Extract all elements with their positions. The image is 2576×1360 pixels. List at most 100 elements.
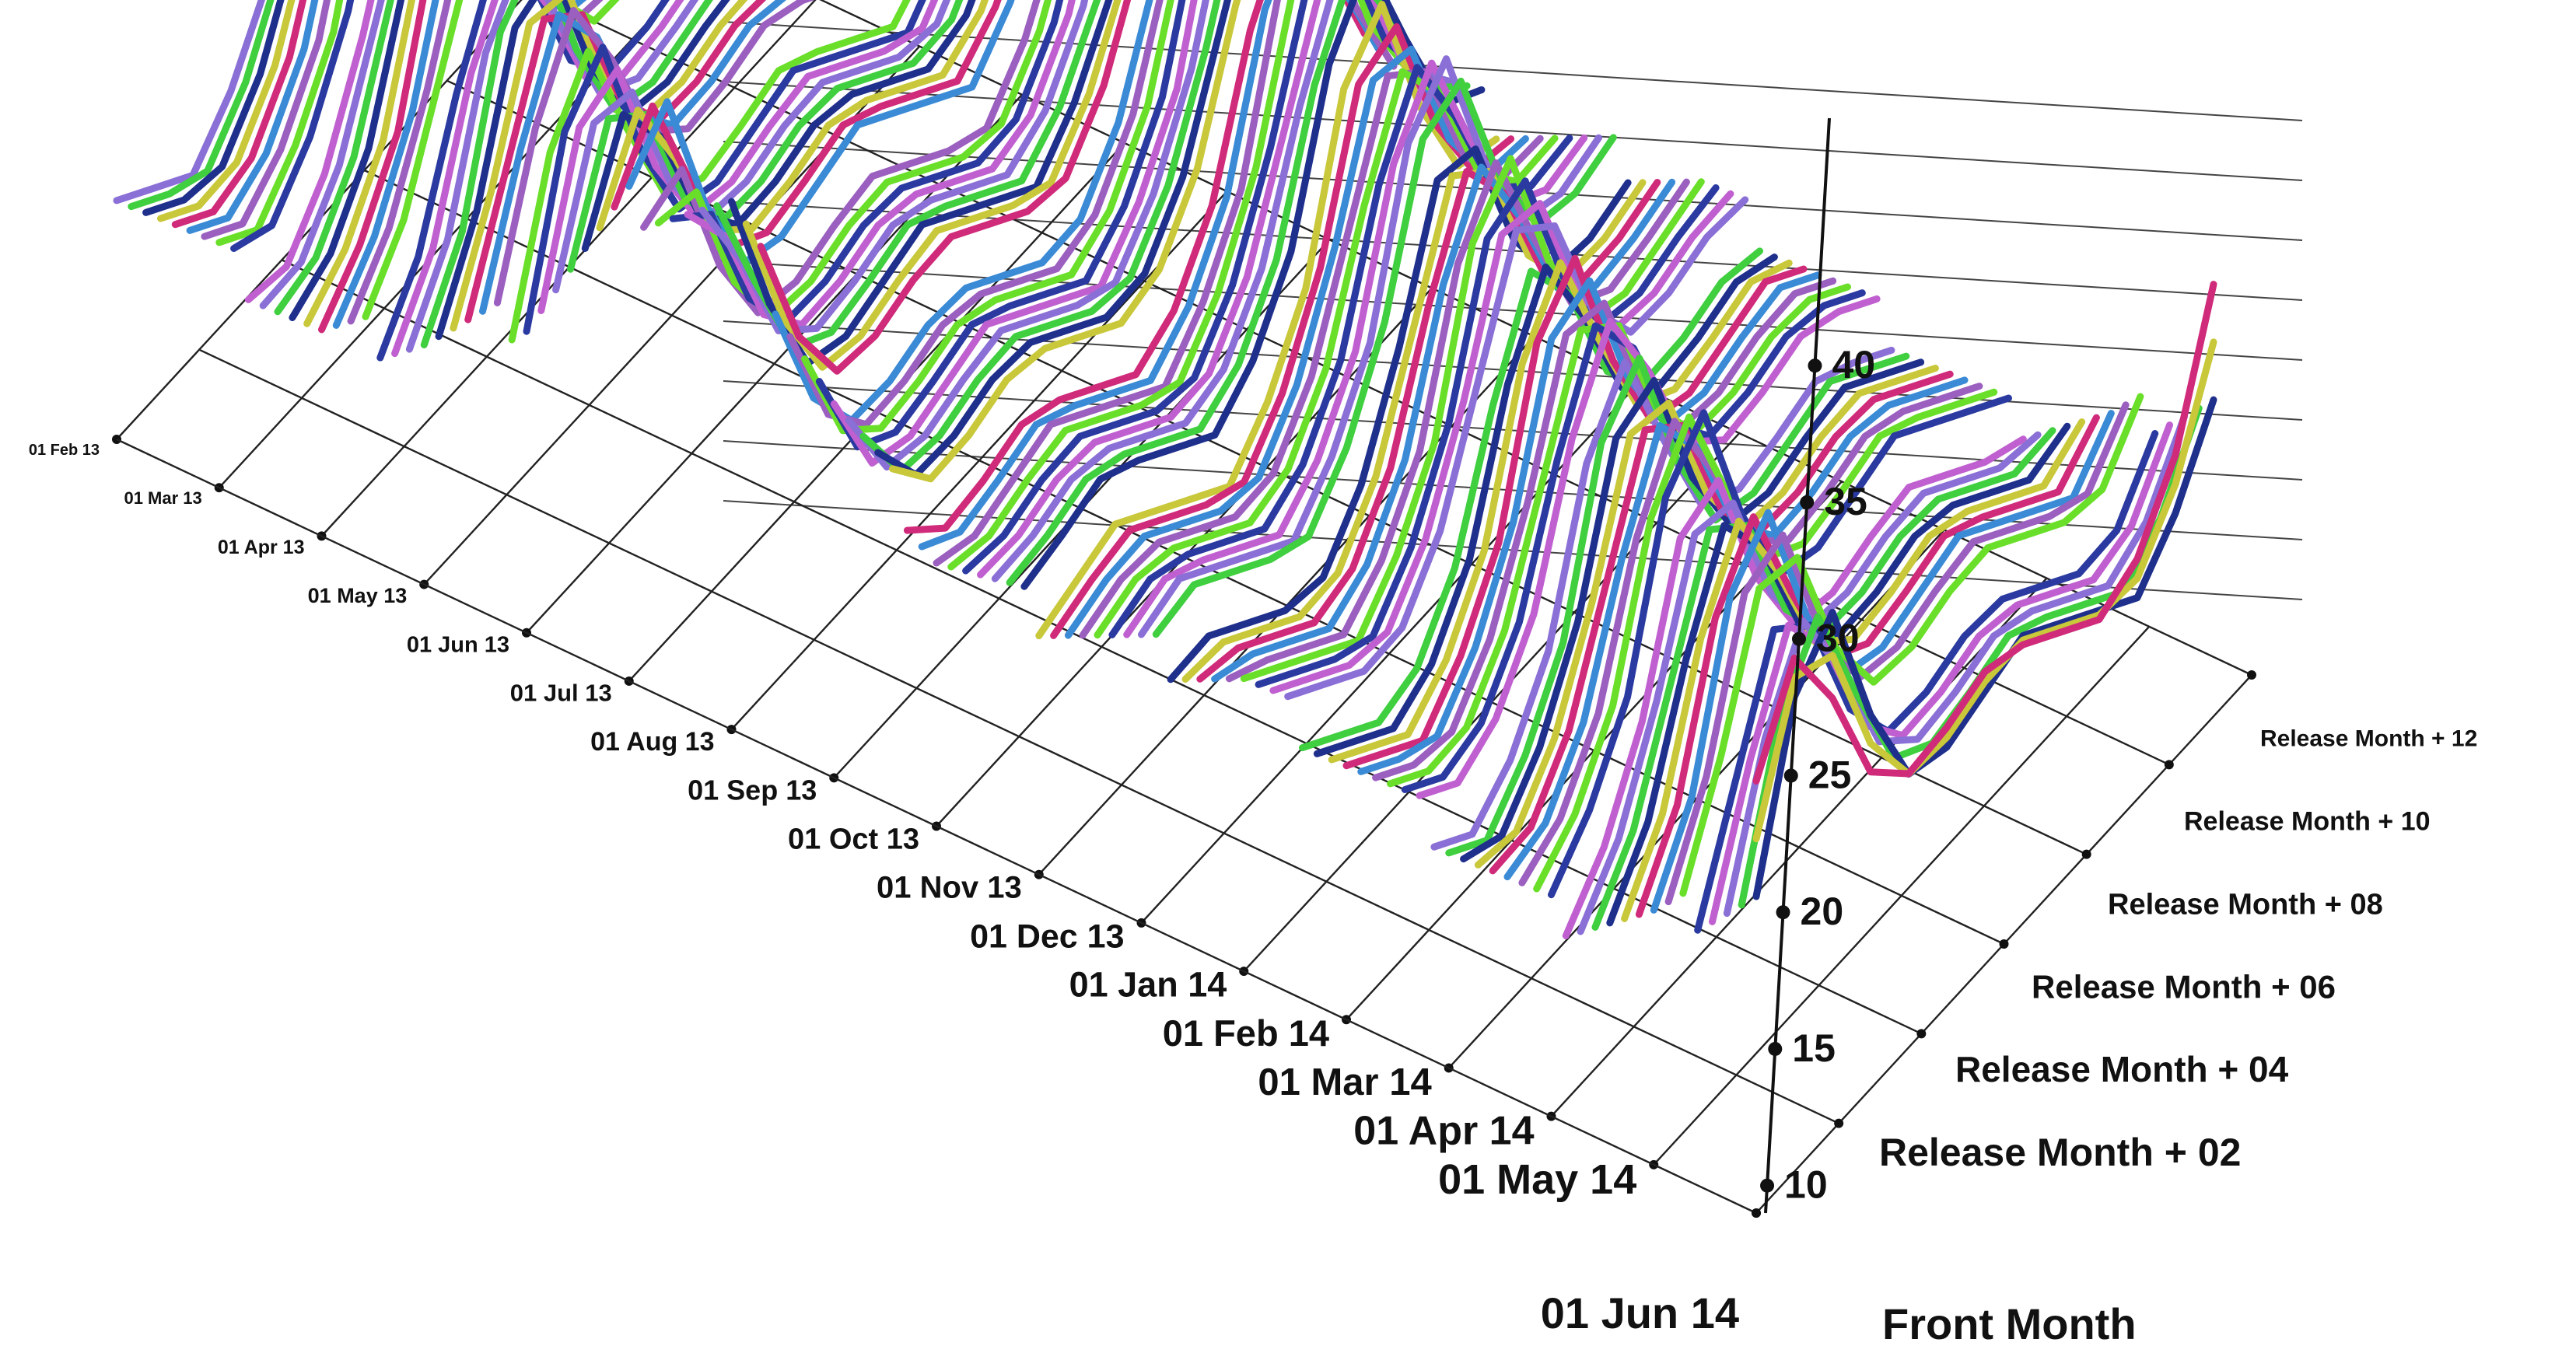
price-curve [611,0,1002,251]
contract-tick-label: Release Month + 08 [2108,888,2383,921]
price-curve [362,0,620,320]
price-curve [1342,254,1808,770]
value-tick-dot [1808,358,1822,373]
price-curve [1020,0,1486,590]
price-curve [640,0,1041,316]
price-curve [1635,414,2100,918]
value-tick-label: 10 [1784,1163,1828,1207]
value-axis-line [1764,117,1831,1214]
value-tick-label: 20 [1801,890,1844,933]
price-curve [303,0,415,327]
price-curve [962,0,1427,575]
contract-tick-label: Release Month + 02 [1879,1131,2241,1174]
contract-tick-dot [1752,1208,1761,1218]
price-curve [1752,396,2217,900]
date-tick-label: 01 Dec 13 [970,918,1124,955]
value-axis: 10 15 20 25 30 35 40 [1760,117,1875,1214]
date-tick-label: 01 Nov 13 [877,871,1022,905]
price-curve [1709,421,2173,925]
price-curve [523,0,926,335]
price-curve [1664,401,2130,906]
value-tick-label: 30 [1816,617,1860,660]
price-curve [1621,418,2086,922]
price-curve [1328,259,1793,764]
contract-tick-dot [1834,1118,1844,1128]
price-curve [157,0,296,222]
price-curve [669,0,1064,324]
price-curve [889,0,1241,483]
price-curve [845,0,1209,471]
price-curve [128,0,275,211]
contract-tick-dot [2164,760,2174,770]
price-curve [1299,247,1763,752]
date-tick-label: 01 Jun 14 [1541,1288,1739,1337]
price-curve [874,0,1232,479]
price-curve [1064,45,1529,639]
date-tick-label: 01 Jan 14 [1069,965,1227,1005]
contract-tick-dot [1999,939,2009,949]
price-curve [786,0,1164,428]
price-curve [1416,295,1881,799]
price-curve [1752,281,2217,785]
price-curve [1723,413,2188,918]
date-tick-label: 01 May 14 [1438,1156,1636,1203]
price-curve [508,0,911,344]
date-tick-label: 01 Apr 13 [218,537,305,558]
contract-tick-dot [2247,670,2256,680]
value-tick-dot [1791,631,1806,646]
price-curve [830,0,1198,467]
price-curve [1269,190,1734,694]
price-curve [1284,196,1749,701]
price-curve [405,0,699,353]
price-curve [1460,358,1925,863]
price-curve [171,0,307,229]
price-curve [1255,177,1720,688]
contract-tick-dot [2081,849,2091,859]
value-tick-label: 40 [1832,343,1875,386]
date-tick-label: 01 Jun 13 [407,632,509,657]
price-curve [757,0,1132,375]
price-curves [113,0,2217,939]
value-tick-dot [1800,495,1815,509]
price-curve [1225,159,1690,683]
price-curve [933,0,1398,567]
price-curve [1752,338,2217,843]
price-curve [142,0,285,216]
price-curve [991,0,1456,582]
price-curve [698,0,1089,334]
price-curve [230,0,355,252]
price-curve [1313,253,1778,757]
price-curve [977,0,1441,579]
price-curve [259,0,385,309]
price-curve [1650,410,2115,914]
date-tick-label: 01 Sep 13 [688,774,817,806]
back-wall-gridline [723,21,2303,121]
date-tick-label: 01 Aug 13 [590,727,714,757]
price-curve [113,0,265,205]
floor-gridline-contract [281,259,1922,1035]
back-wall-gridline [723,81,2303,181]
price-curve [244,0,375,303]
date-tick-label: 01 May 13 [308,584,408,607]
price-curve [903,0,1368,534]
price-curve [1357,271,1822,775]
date-tick-label: 01 Mar 13 [124,488,201,508]
value-tick-label: 35 [1824,480,1867,523]
date-tick-label: 01 Mar 14 [1258,1061,1431,1103]
price-curve [215,0,344,246]
date-tick-label: 01 Feb 13 [29,442,100,459]
contract-axis-labels: Release Month + 02 Release Month + 04 Rele… [1879,726,2477,1174]
price-curve [1372,277,1837,781]
price-curve [552,0,951,294]
price-curve [1240,155,1705,683]
price-curve [1387,283,1851,788]
price-curve [684,0,1076,328]
floor-gridline-contract [198,348,1839,1124]
price-curve [435,0,730,341]
price-curve [274,0,394,316]
value-tick-dot [1776,905,1790,920]
price-curve [1445,352,1910,857]
value-tick-dot [1760,1178,1775,1193]
price-curve [186,0,319,234]
price-curve [859,0,1221,475]
